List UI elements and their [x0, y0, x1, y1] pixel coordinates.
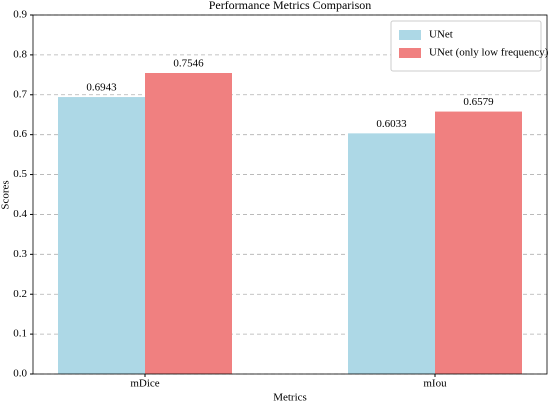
- legend-label: UNet (only low frequency): [429, 47, 549, 59]
- bar: [348, 133, 435, 374]
- data-label: 0.7546: [173, 58, 204, 70]
- y-tick-label: 0.2: [13, 288, 27, 300]
- y-tick-label: 0.6: [13, 128, 27, 140]
- y-tick-label: 0.8: [13, 48, 27, 60]
- y-tick-label: 0.5: [13, 168, 27, 180]
- y-tick-label: 0.7: [13, 88, 27, 100]
- legend-label: UNet: [429, 29, 453, 41]
- legend-swatch: [399, 30, 421, 40]
- bar: [58, 97, 145, 374]
- data-label: 0.6033: [376, 118, 407, 130]
- y-axis-label: Scores: [0, 180, 12, 209]
- y-tick-label: 0.0: [13, 368, 27, 380]
- y-tick-label: 0.3: [13, 248, 27, 260]
- y-tick-label: 0.4: [13, 208, 27, 220]
- legend-box: [390, 20, 542, 72]
- bar: [145, 72, 232, 374]
- x-tick-label: mIou: [423, 378, 447, 390]
- x-tick-label: mDice: [130, 378, 159, 390]
- y-tick-label: 0.9: [13, 9, 27, 21]
- x-axis-label: Metrics: [273, 392, 307, 404]
- legend-swatch: [399, 48, 421, 58]
- data-label: 0.6943: [86, 82, 117, 94]
- y-tick-label: 0.1: [13, 328, 27, 340]
- bar: [435, 111, 522, 375]
- chart-title: Performance Metrics Comparison: [209, 0, 372, 12]
- data-label: 0.6579: [463, 96, 494, 108]
- plot-frame: [32, 14, 548, 375]
